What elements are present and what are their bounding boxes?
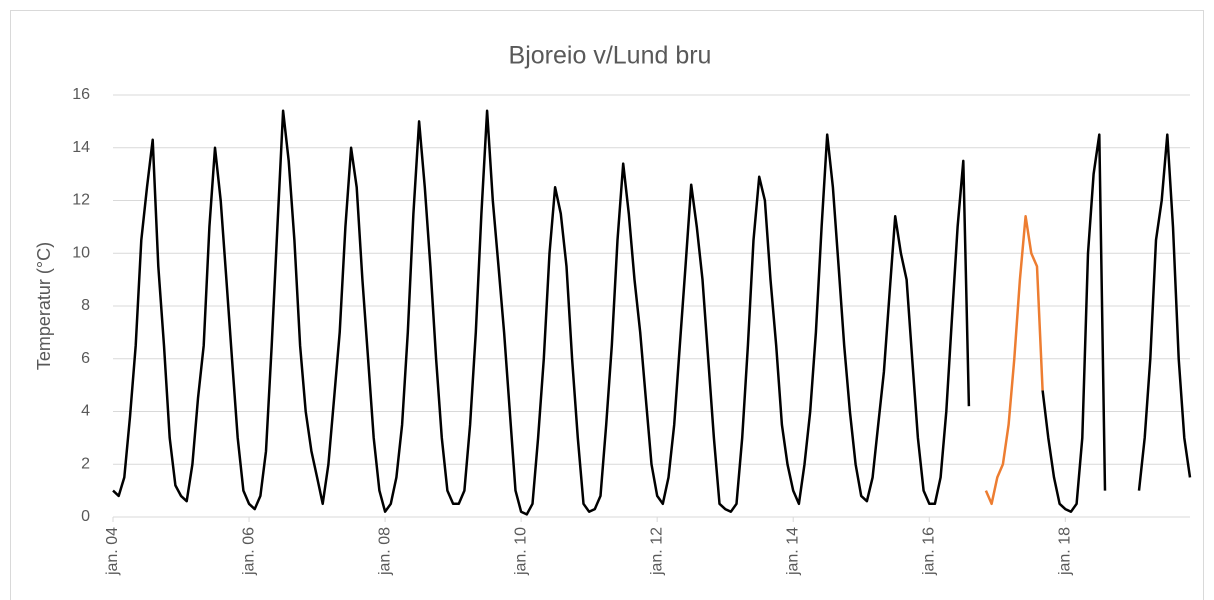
y-tick-label: 14 bbox=[72, 139, 90, 156]
x-tick-label: jan. 12 bbox=[648, 527, 665, 576]
x-tick-label: jan. 18 bbox=[1057, 527, 1074, 576]
y-tick-label: 10 bbox=[72, 244, 90, 261]
y-tick-label: 2 bbox=[81, 455, 90, 472]
x-tick-label: jan. 04 bbox=[104, 527, 121, 576]
y-tick-label: 12 bbox=[72, 192, 90, 209]
y-tick-label: 4 bbox=[81, 403, 90, 420]
x-tick-label: jan. 06 bbox=[240, 527, 257, 576]
series-line bbox=[112, 109, 1192, 516]
y-axis-label: Temperatur (°C) bbox=[34, 242, 54, 370]
y-tick-label: 6 bbox=[81, 350, 90, 367]
y-tick-label: 0 bbox=[81, 508, 90, 525]
chart-title: Bjoreio v/Lund bru bbox=[509, 42, 712, 70]
series-line bbox=[984, 215, 1044, 506]
x-tick-label: jan. 10 bbox=[512, 527, 529, 576]
x-tick-label: jan. 08 bbox=[376, 527, 393, 576]
x-tick-label: jan. 14 bbox=[784, 527, 801, 576]
chart-border bbox=[10, 10, 1204, 600]
y-tick-label: 8 bbox=[81, 297, 90, 314]
y-tick-label: 16 bbox=[72, 86, 90, 103]
x-tick-label: jan. 16 bbox=[920, 527, 937, 576]
